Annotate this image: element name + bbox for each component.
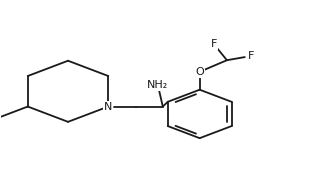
Text: NH₂: NH₂	[147, 80, 169, 91]
Text: F: F	[211, 39, 217, 49]
Text: F: F	[248, 51, 254, 61]
Text: O: O	[195, 67, 204, 77]
Text: N: N	[104, 102, 112, 112]
